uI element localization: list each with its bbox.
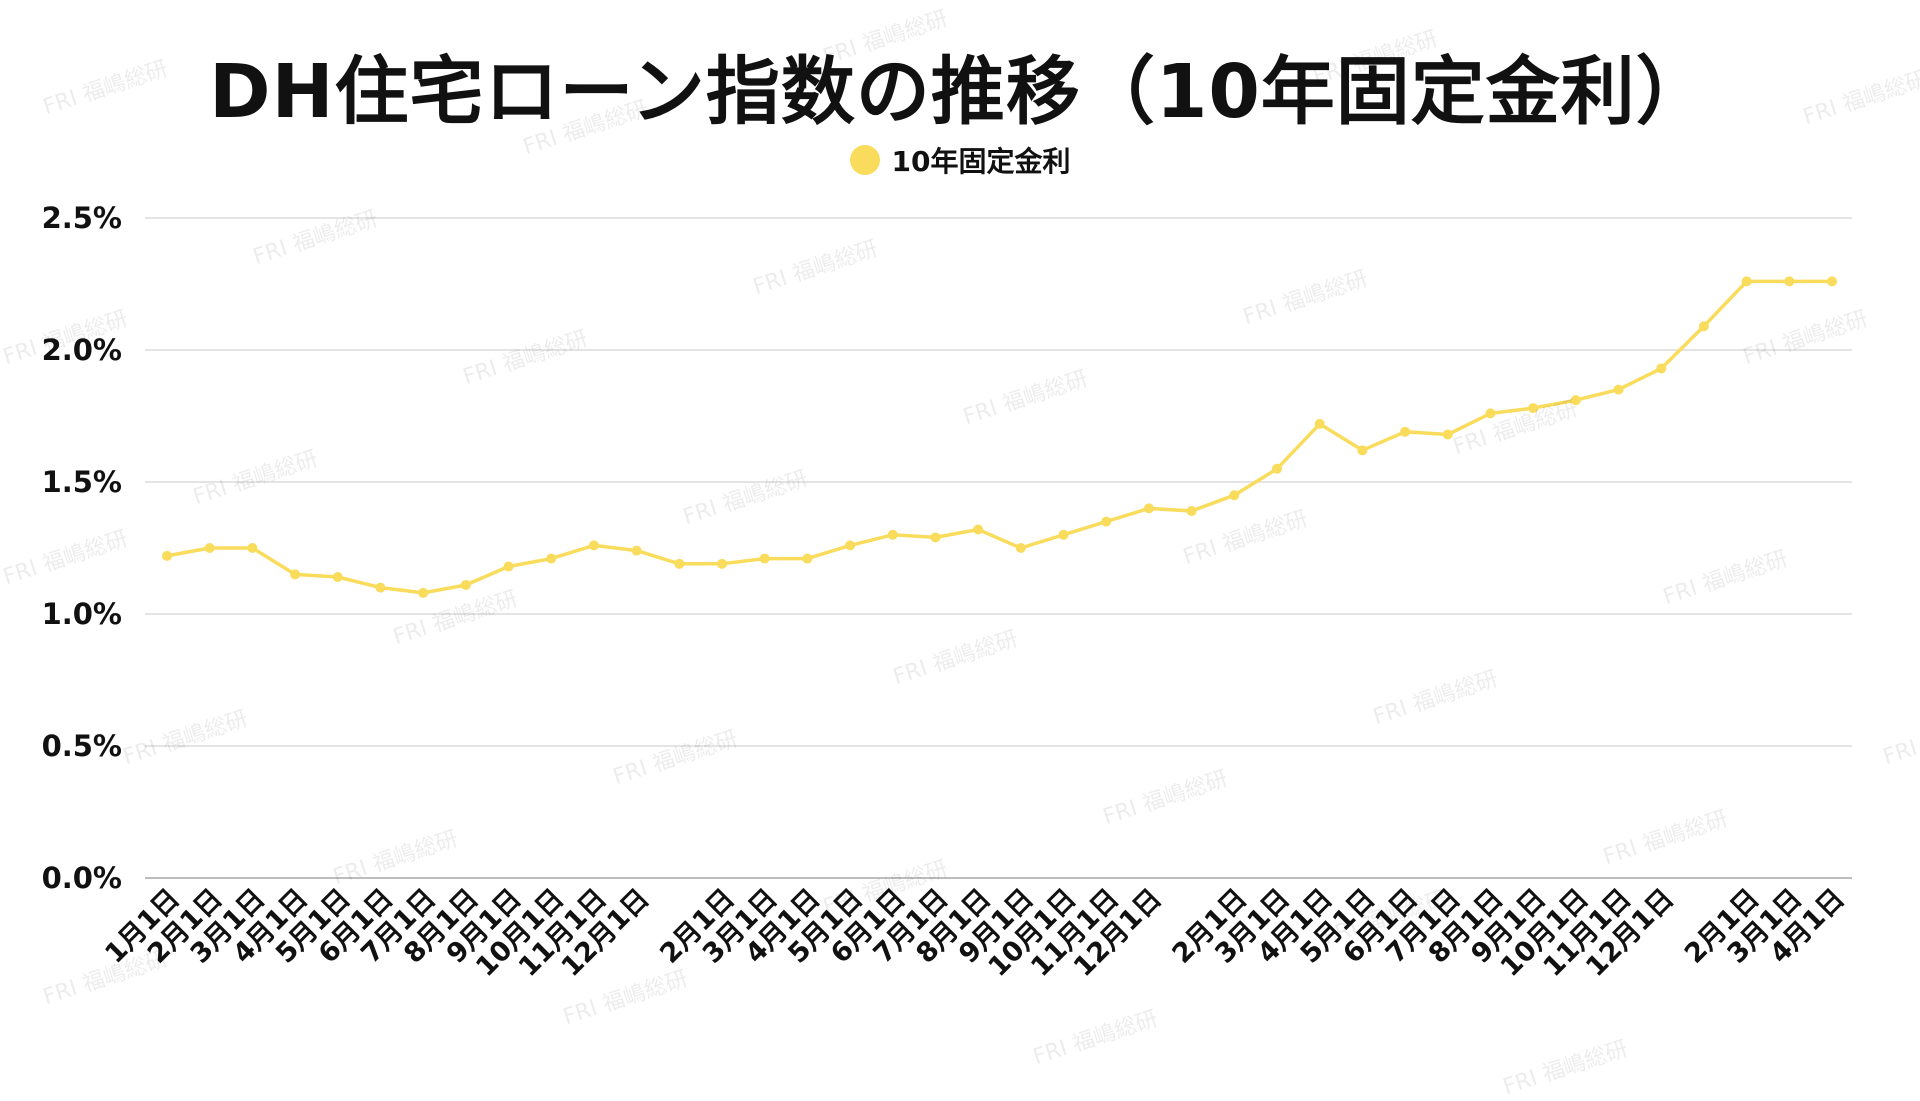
data-point: [460, 579, 471, 590]
chart-title: DH住宅ローン指数の推移（10年固定金利）: [209, 49, 1711, 135]
data-point: [1314, 418, 1325, 429]
data-point: [1442, 429, 1453, 440]
data-point: [1698, 321, 1709, 332]
data-point: [930, 532, 941, 543]
data-point: [1613, 384, 1624, 395]
data-point: [1784, 276, 1795, 287]
data-point: [418, 587, 429, 598]
data-point: [1400, 426, 1411, 437]
data-point: [1101, 516, 1112, 527]
legend: 10年固定金利: [0, 142, 1920, 178]
data-point: [375, 582, 386, 593]
data-point: [674, 558, 685, 569]
data-point: [1186, 506, 1197, 517]
data-point: [588, 540, 599, 551]
data-point: [332, 572, 343, 583]
data-point: [717, 558, 727, 569]
data-point: [546, 553, 557, 564]
data-point: [631, 545, 642, 556]
data-point: [1485, 408, 1496, 419]
y-tick-label: 2.5%: [42, 201, 122, 235]
legend-label: 10年固定金利: [891, 145, 1071, 178]
data-point: [1015, 543, 1026, 553]
data-point: [1570, 395, 1581, 406]
series-line: [166, 279, 1832, 595]
y-tick-label: 2.0%: [42, 333, 122, 367]
data-point: [845, 540, 856, 551]
data-point: [973, 524, 984, 535]
data-point: [290, 569, 301, 580]
data-point: [247, 543, 258, 553]
data-point: [887, 529, 898, 540]
data-point: [1656, 363, 1667, 374]
y-tick-label: 0.0%: [42, 861, 122, 895]
data-point: [1528, 403, 1539, 414]
data-point: [204, 543, 215, 553]
data-point: [1229, 490, 1240, 501]
data-point: [1058, 529, 1069, 540]
data-point: [1357, 445, 1368, 456]
data-point: [162, 550, 172, 561]
data-point: [1827, 276, 1837, 287]
data-point: [1143, 503, 1154, 514]
y-tick-label: 1.0%: [42, 597, 122, 631]
y-tick-label: 1.5%: [42, 465, 122, 499]
data-point: [1741, 276, 1752, 287]
y-tick-label: 0.5%: [42, 729, 122, 763]
data-point: [1272, 463, 1282, 474]
data-point: [759, 553, 770, 564]
data-point: [802, 553, 813, 564]
legend-marker: [849, 145, 880, 175]
data-point: [503, 561, 514, 572]
